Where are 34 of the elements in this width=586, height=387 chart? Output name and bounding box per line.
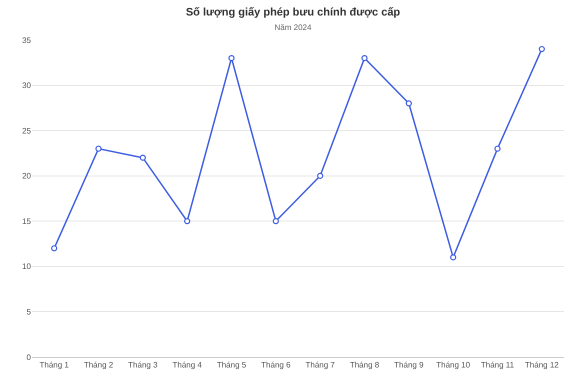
point (228, 55, 235, 62)
chart-subtitle: Năm 2024 (274, 22, 312, 32)
y-tick-label: 10 (22, 262, 32, 272)
x-tick-label: Tháng 7 (305, 360, 336, 370)
point (406, 100, 412, 106)
point (272, 218, 279, 224)
y-tick-label: 25 (22, 126, 32, 136)
x-tick-label: Tháng 6 (261, 360, 292, 370)
point (494, 146, 501, 152)
x-tick-label: Tháng 5 (216, 360, 247, 370)
x-tick-label: Tháng 4 (172, 360, 202, 370)
y-tick-label: 35 (22, 36, 32, 45)
point (51, 245, 58, 252)
y-tick-label: 15 (22, 216, 32, 226)
y-tick-label: 0 (26, 352, 32, 362)
x-tick-label: Tháng 12 (524, 360, 560, 370)
x-tick-label: Tháng 8 (350, 360, 380, 370)
y-tick-label: 30 (22, 81, 32, 90)
point (450, 254, 456, 260)
x-tick-label: Tháng 2 (84, 360, 114, 370)
point (95, 146, 102, 152)
y-tick-label: 20 (22, 172, 32, 181)
point (184, 218, 190, 224)
x-tick-label: Tháng 11 (480, 360, 515, 370)
point (140, 154, 146, 161)
chart-title: Số lượng giấy phép bưu chính được cấp (186, 6, 400, 18)
x-tick-label: Tháng 10 (436, 360, 471, 370)
point (317, 172, 324, 179)
x-tick-label: Tháng 1 (39, 360, 70, 370)
x-tick-label: Tháng 3 (128, 360, 158, 370)
point (538, 46, 545, 52)
x-tick-label: Tháng 9 (394, 360, 424, 370)
point (361, 55, 368, 62)
y-tick-label: 5 (26, 308, 32, 317)
